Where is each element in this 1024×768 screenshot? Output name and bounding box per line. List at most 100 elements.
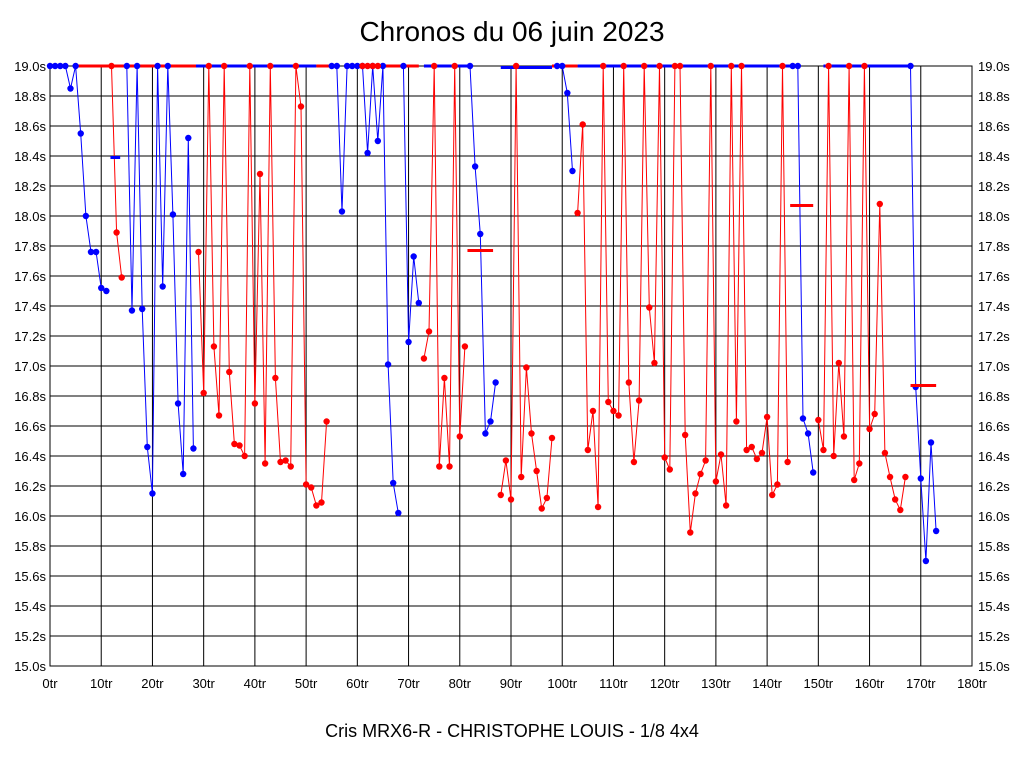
data-point	[784, 458, 791, 466]
data-point	[917, 475, 924, 482]
data-point	[789, 62, 796, 70]
data-point	[528, 430, 535, 437]
data-point	[615, 412, 622, 419]
data-point	[174, 400, 182, 407]
data-point	[794, 62, 802, 70]
y-tick-label-left: 16.4s	[14, 449, 46, 464]
data-point	[169, 211, 177, 218]
data-point	[251, 400, 259, 407]
data-point	[302, 481, 310, 488]
y-tick-label-right: 16.4s	[978, 449, 1010, 464]
data-point	[261, 460, 269, 467]
data-point	[379, 62, 387, 70]
y-tick-label-left: 16.6s	[14, 419, 46, 434]
data-point	[277, 458, 284, 466]
y-tick-label-left: 15.4s	[14, 599, 46, 614]
data-point	[733, 418, 740, 425]
data-point	[543, 494, 551, 502]
data-point	[861, 62, 868, 70]
y-tick-label-left: 15.0s	[14, 659, 46, 674]
data-point	[477, 230, 484, 238]
y-tick-label-left: 16.0s	[14, 509, 46, 524]
x-tick-label: 100tr	[547, 676, 577, 691]
data-point	[722, 502, 730, 509]
data-point	[205, 62, 212, 70]
data-point	[487, 418, 494, 425]
data-point	[830, 452, 837, 460]
data-point	[907, 62, 914, 70]
data-point	[446, 463, 453, 470]
y-tick-label-left: 16.2s	[14, 479, 46, 494]
data-point	[881, 449, 889, 457]
data-point	[415, 299, 422, 307]
data-point	[425, 328, 433, 335]
data-point	[810, 469, 817, 476]
data-point	[518, 473, 525, 481]
data-point	[610, 407, 617, 415]
data-point	[523, 364, 530, 371]
series-line	[469, 65, 497, 434]
data-point	[605, 398, 612, 406]
data-point	[128, 307, 136, 314]
data-point	[769, 491, 776, 499]
data-point	[123, 62, 131, 70]
data-point	[692, 490, 699, 497]
data-point	[779, 62, 786, 70]
data-point	[922, 557, 930, 565]
y-tick-label-right: 17.0s	[978, 359, 1010, 374]
x-tick-label: 150tr	[804, 676, 834, 691]
data-point	[313, 502, 320, 509]
data-point	[799, 415, 807, 422]
data-point	[502, 457, 510, 464]
data-point	[712, 478, 720, 485]
data-point	[87, 248, 95, 256]
data-point	[891, 496, 899, 503]
y-tick-label-left: 15.2s	[14, 629, 46, 644]
data-point	[646, 304, 653, 311]
data-point	[743, 446, 750, 454]
data-point	[98, 284, 105, 292]
y-tick-label-right: 17.8s	[978, 239, 1010, 254]
x-tick-label: 60tr	[346, 676, 369, 691]
x-tick-label: 30tr	[192, 676, 215, 691]
data-point	[886, 473, 894, 481]
data-point	[635, 397, 643, 404]
data-point	[292, 62, 300, 70]
data-point	[871, 410, 878, 418]
x-tick-label: 50tr	[295, 676, 318, 691]
data-point	[840, 433, 848, 440]
data-point	[594, 503, 602, 511]
chart-title: Chronos du 06 juin 2023	[359, 16, 665, 47]
data-point	[825, 62, 832, 70]
data-point	[395, 509, 402, 517]
data-point	[902, 473, 909, 481]
data-point	[482, 430, 489, 437]
data-point	[241, 452, 248, 460]
data-point	[349, 62, 356, 70]
y-tick-label-right: 16.8s	[978, 389, 1010, 404]
data-point	[574, 209, 581, 217]
y-tick-label-right: 17.2s	[978, 329, 1010, 344]
data-point	[507, 496, 515, 503]
data-point	[430, 62, 438, 70]
y-tick-label-left: 17.8s	[14, 239, 46, 254]
data-point	[67, 85, 74, 92]
data-point	[282, 457, 289, 464]
data-point	[717, 451, 725, 458]
data-point	[62, 62, 69, 70]
data-point	[159, 283, 166, 290]
data-point	[272, 374, 279, 382]
series-line	[198, 65, 328, 507]
data-point	[671, 62, 679, 70]
x-tick-label: 20tr	[141, 676, 164, 691]
data-point	[369, 62, 376, 70]
data-point	[866, 425, 873, 433]
x-tick-label: 90tr	[500, 676, 523, 691]
y-tick-label-right: 15.2s	[978, 629, 1010, 644]
y-tick-label-right: 18.8s	[978, 89, 1010, 104]
data-point	[589, 407, 597, 415]
y-tick-label-left: 17.4s	[14, 299, 46, 314]
data-point	[343, 62, 351, 70]
data-point	[374, 137, 382, 145]
data-point	[359, 62, 366, 70]
